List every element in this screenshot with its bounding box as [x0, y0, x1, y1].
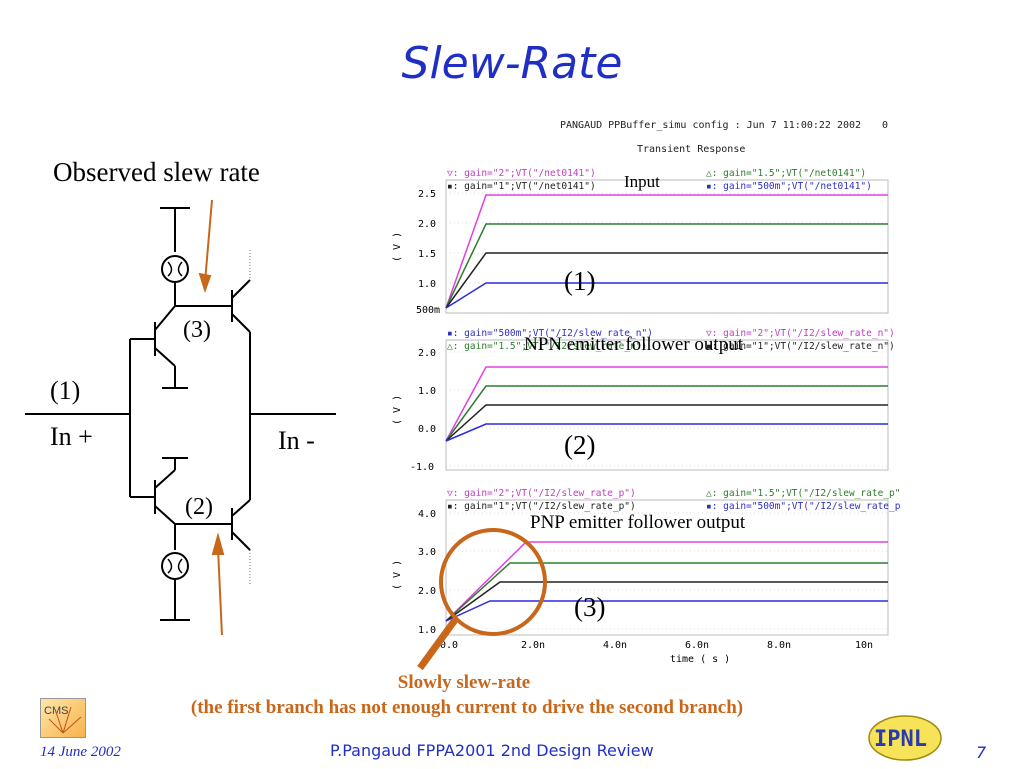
p2-ytick-3: -1.0: [410, 462, 434, 473]
ipnl-logo: IPNL: [866, 706, 944, 764]
transient-response-plot: PANGAUD PPBuffer_simu config : Jun 7 11:…: [392, 120, 900, 670]
plot-marker-1: (1): [564, 266, 596, 296]
p1-legend-right-0: △: gain="1.5";VT("/net0141"): [706, 168, 866, 179]
p1-ytick-3: 1.0: [418, 279, 436, 290]
schematic-marker-2: (2): [185, 494, 213, 520]
p3-legend-right-1: ▪: gain="500m";VT("/I2/slew_rate_p"): [706, 501, 900, 512]
plot-marker-2: (2): [564, 430, 596, 460]
x-axis-label: time ( s ): [670, 654, 730, 665]
p2-yunit: ( V ): [392, 395, 403, 425]
p2-legend-left-1: △: gain="1.5";VT("/I2/slew_rate_n"): [447, 341, 647, 352]
xtick-2: 4.0n: [603, 640, 627, 651]
p1-ytick-1: 2.0: [418, 219, 436, 230]
input-label: Input: [624, 172, 660, 191]
page-number: 7: [976, 743, 987, 762]
panel-input: 2.5 2.0 1.5 1.0 500m ( V ) ▽: gain="2";V…: [392, 168, 889, 316]
sim-subtitle: Transient Response: [637, 144, 745, 155]
npn-label: NPN emitter follower output: [524, 334, 743, 355]
xtick-3: 6.0n: [685, 640, 709, 651]
xtick-4: 8.0n: [767, 640, 791, 651]
xtick-5: 10n: [855, 640, 873, 651]
slide-title: Slew-Rate: [401, 38, 623, 89]
p3-ytick-2: 2.0: [418, 586, 436, 597]
p1-legend-left-1: ▪: gain="1";VT("/net0141"): [447, 181, 596, 192]
p2-ytick-2: 0.0: [418, 424, 436, 435]
p1-legend-right-1: ▪: gain="500m";VT("/net0141"): [706, 181, 872, 192]
ipnl-logo-graphic: IPNL: [868, 715, 942, 761]
p1-ytick-0: 2.5: [418, 189, 436, 200]
input-marker-1: (1): [50, 376, 81, 405]
slow-slew-rate-label: Slowly slew-rate: [397, 672, 531, 693]
slow-slew-rate-note: (the first branch has not enough current…: [190, 697, 744, 718]
p1-ytick-4: 500m: [416, 305, 440, 316]
p2-ytick-1: 1.0: [418, 386, 436, 397]
xtick-1: 2.0n: [521, 640, 545, 651]
ipnl-logo-text: IPNL: [874, 727, 927, 752]
cms-logo-text: CMS: [44, 705, 69, 717]
p2-ytick-0: 2.0: [418, 348, 436, 359]
sim-header-right: 0: [882, 120, 888, 131]
in-minus-label: In -: [278, 426, 315, 455]
pnp-label: PNP emitter follower output: [530, 512, 746, 533]
in-plus-label: In +: [50, 422, 93, 451]
xtick-0: 0.0: [440, 640, 458, 651]
p1-yunit: ( V ): [392, 232, 403, 262]
p2-legend-left-0: ▪: gain="500m";VT("/I2/slew_rate_n"): [447, 328, 653, 339]
footer-date: 14 June 2002: [40, 744, 121, 760]
panel-npn: 2.0 1.0 0.0 -1.0 ( V ) ▪: gain="500m";VT…: [392, 328, 895, 473]
sim-header: PANGAUD PPBuffer_simu config : Jun 7 11:…: [560, 120, 861, 131]
p3-yunit: ( V ): [392, 560, 403, 590]
p1-legend-left-0: ▽: gain="2";VT("/net0141"): [447, 168, 596, 179]
plot-marker-3: (3): [574, 592, 606, 622]
p3-ytick-3: 1.0: [418, 625, 436, 636]
cms-logo: CMS: [40, 698, 86, 738]
panel-pnp: 4.0 3.0 2.0 1.0 ( V ) ▽: gain="2";VT("/I…: [392, 488, 900, 636]
buffer-schematic: [25, 199, 336, 635]
p1-ytick-2: 1.5: [418, 249, 436, 260]
footer-center: P.Pangaud FPPA2001 2nd Design Review: [330, 741, 654, 760]
cms-logo-graphic: [48, 706, 82, 734]
p2-legend-right-1: ▪: gain="1";VT("/I2/slew_rate_n"): [706, 341, 895, 352]
schematic-marker-3: (3): [183, 317, 211, 343]
p3-legend-right-0: △: gain="1.5";VT("/I2/slew_rate_p"): [706, 488, 900, 499]
p3-ytick-1: 3.0: [418, 547, 436, 558]
p3-ytick-0: 4.0: [418, 509, 436, 520]
observed-slew-rate-label: Observed slew rate: [53, 157, 260, 187]
p3-legend-left-0: ▽: gain="2";VT("/I2/slew_rate_p"): [447, 488, 636, 499]
p2-legend-right-0: ▽: gain="2";VT("/I2/slew_rate_n"): [706, 328, 895, 339]
p3-legend-left-1: ▪: gain="1";VT("/I2/slew_rate_p"): [447, 501, 636, 512]
